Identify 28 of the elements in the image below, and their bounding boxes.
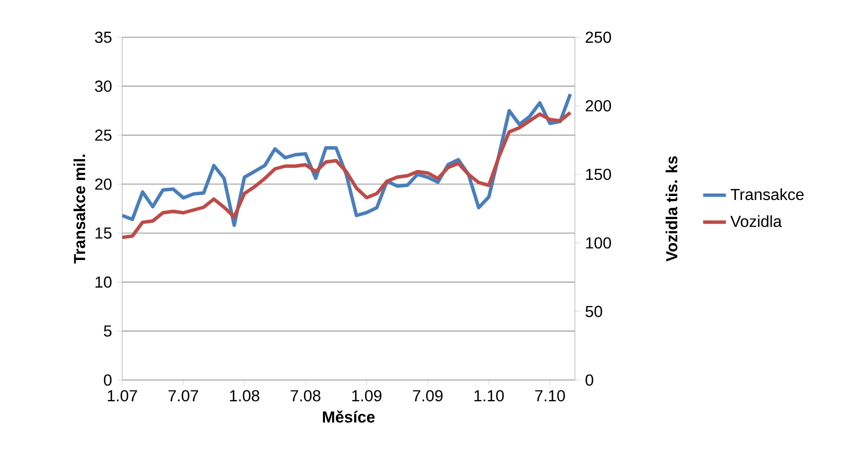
y2-axis-title: Vozidla tis. ks — [666, 156, 678, 262]
y-tick-label: 0 — [104, 374, 112, 386]
y2-tick-label: 150 — [586, 168, 612, 180]
y-axis-title: Transakce mil. — [73, 154, 86, 264]
y-tick-label: 35 — [94, 31, 112, 43]
y2-tick-label: 100 — [586, 237, 612, 248]
y-tick-label: 5 — [104, 325, 112, 337]
x-tick-label: 7.10 — [535, 390, 565, 402]
x-tick-label: 7.08 — [290, 390, 320, 402]
y-tick-label: 10 — [96, 276, 112, 288]
line-series — [122, 110, 572, 240]
y2-tick-label: 0 — [586, 374, 594, 386]
x-tick-label: 1.09 — [352, 390, 382, 402]
x-tick-label: 1.08 — [230, 390, 260, 402]
x-tick-label: 7.09 — [413, 390, 443, 402]
y-tick-label: 25 — [95, 129, 112, 141]
y2-tick-label: 200 — [586, 100, 612, 112]
legend-label: Transakce — [730, 188, 804, 200]
x-tick-label: 1.10 — [474, 390, 504, 402]
x-axis-title: Měsíce — [322, 410, 375, 423]
y-tick-label: 20 — [95, 178, 112, 190]
y-tick-label: 30 — [94, 80, 112, 92]
x-tick-label: 1.07 — [108, 390, 137, 402]
x-tick-label: 7.07 — [168, 390, 198, 402]
legend-label: Vozidla — [730, 215, 782, 227]
y2-tick-label: 50 — [586, 306, 602, 318]
y-tick-label: 15 — [96, 227, 112, 239]
y2-tick-label: 250 — [586, 31, 612, 43]
